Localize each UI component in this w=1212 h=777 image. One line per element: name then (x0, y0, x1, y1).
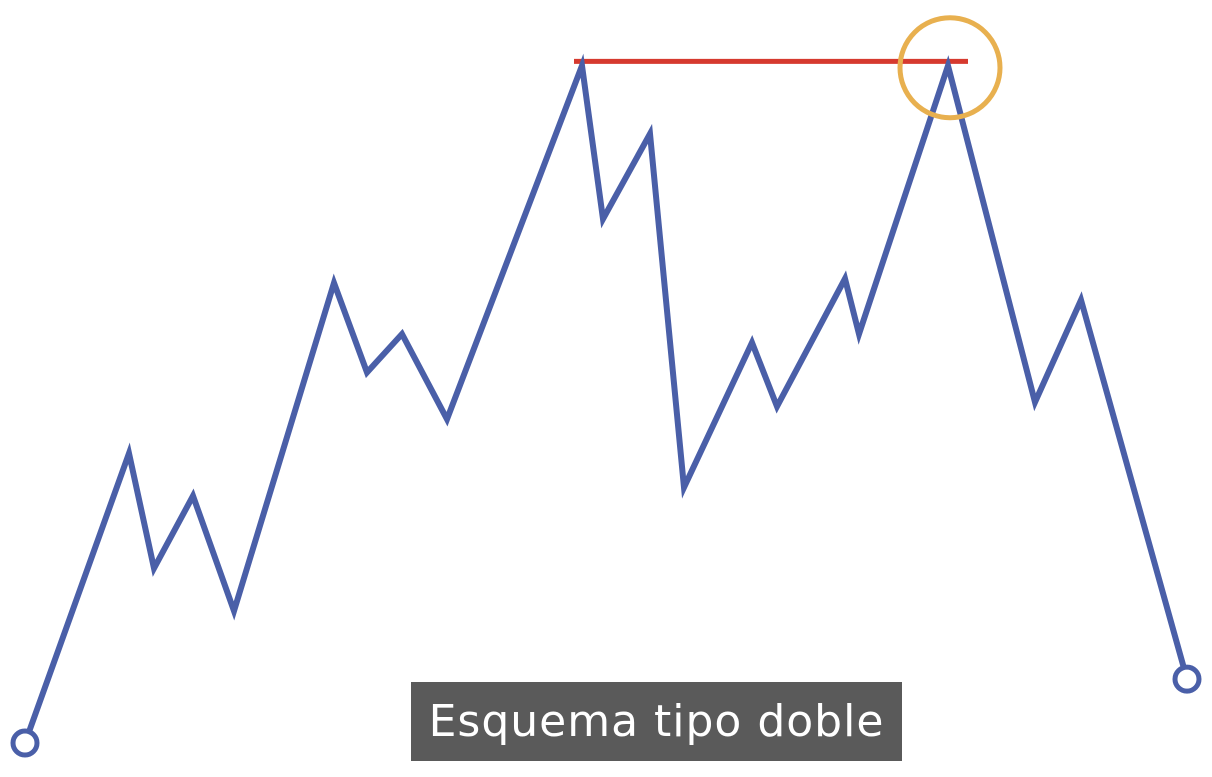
start-marker (10, 728, 40, 758)
caption-box: Esquema tipo doble (411, 682, 902, 761)
second-peak-highlight-circle (897, 15, 1003, 121)
caption-text: Esquema tipo doble (428, 696, 885, 747)
end-marker (1172, 664, 1202, 694)
price-line (22, 53, 1190, 745)
